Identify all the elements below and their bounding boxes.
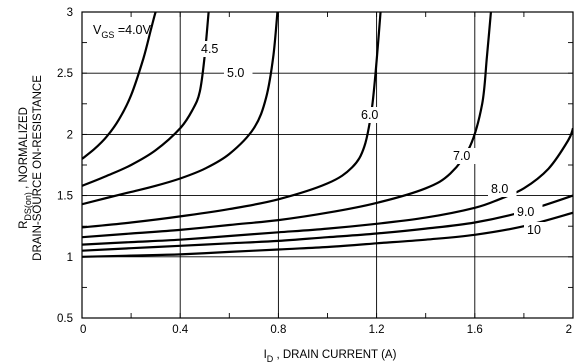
curve-vgs-4.0V <box>82 12 157 160</box>
x-axis-title: ID , DRAIN CURRENT (A) <box>264 349 397 364</box>
x-tick-label: 1.6 <box>467 324 483 336</box>
legend-vgs-label: VGS =4.0V <box>93 23 152 40</box>
curve-label-bg <box>198 41 227 57</box>
y-axis-title-line2: DRAIN-SOURCE ON-RESISTANCE <box>32 75 44 261</box>
curve-label-7.0: 7.0 <box>453 149 470 163</box>
curve-label-9.0: 9.0 <box>517 205 534 219</box>
curve-label-8.0: 8.0 <box>491 182 508 196</box>
x-tick-label: 0.8 <box>270 324 286 336</box>
grid <box>81 11 574 319</box>
x-tick-labels: 0 0.4 0.8 1.2 1.6 2 <box>80 324 572 336</box>
curve-label-bg <box>488 181 517 197</box>
x-tick-label: 1.2 <box>369 324 385 336</box>
y-tick-label: 2.5 <box>57 68 73 80</box>
y-tick-label: 2 <box>67 129 73 141</box>
y-tick-labels: 0.5 1 1.5 2 2.5 3 <box>57 7 73 325</box>
curve-vgs-8.0 <box>82 127 573 246</box>
curve-vgs-7.0 <box>82 12 493 239</box>
curve-vgs-6.0 <box>82 12 382 229</box>
curve-label-bg <box>524 222 545 238</box>
curve-label-4.5: 4.5 <box>201 42 218 56</box>
curves <box>82 12 573 258</box>
curve-label-bg <box>514 204 543 220</box>
x-tick-label: 2 <box>566 324 572 336</box>
curve-label-bg <box>450 148 479 164</box>
plot-frame <box>81 11 574 319</box>
y-tick-label: 1.5 <box>57 191 73 203</box>
curve-vgs-9.0 <box>82 194 573 252</box>
x-tick-label: 0 <box>80 324 86 336</box>
curve-vgs-5.0 <box>82 12 279 206</box>
y-tick-label: 1 <box>67 252 73 264</box>
y-axis-title: RDS(on) , NORMALIZED DRAIN-SOURCE ON-RES… <box>18 75 44 261</box>
curve-vgs-10 <box>82 211 573 258</box>
x-tick-label: 0.4 <box>172 324 189 336</box>
curve-label-6.0: 6.0 <box>361 108 378 122</box>
curve-label-bg <box>358 107 387 123</box>
curve-label-10: 10 <box>527 223 541 237</box>
curve-label-bg <box>224 65 253 81</box>
curve-label-5.0: 5.0 <box>227 66 244 80</box>
y-tick-label: 3 <box>67 7 73 19</box>
curve-labels: VGS =4.0V 4.5 5.0 6.0 7.0 8.0 9.0 10 <box>93 23 545 238</box>
curve-vgs-4.5 <box>82 12 210 187</box>
y-tick-label: 0.5 <box>57 313 73 325</box>
svg-text:RDS(on) , NORMALIZED: RDS(on) , NORMALIZED <box>18 107 33 229</box>
